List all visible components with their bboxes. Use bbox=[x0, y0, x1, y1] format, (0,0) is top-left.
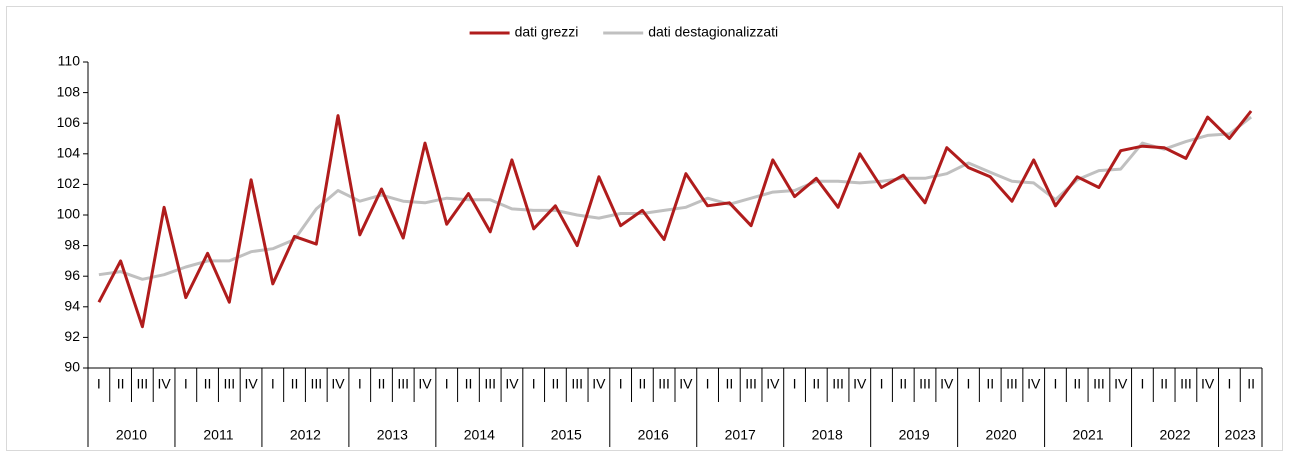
x-tick-label: I bbox=[706, 376, 710, 392]
year-label: 2018 bbox=[812, 427, 843, 443]
x-tick-label: I bbox=[1140, 376, 1144, 392]
x-tick-label: I bbox=[532, 376, 536, 392]
x-tick-label: II bbox=[378, 376, 386, 392]
y-tick-label: 94 bbox=[64, 298, 80, 314]
y-tick-label: 104 bbox=[57, 145, 81, 161]
x-tick-label: II bbox=[117, 376, 125, 392]
x-tick-label: I bbox=[184, 376, 188, 392]
x-tick-label: I bbox=[1227, 376, 1231, 392]
x-tick-label: II bbox=[1160, 376, 1168, 392]
series-line bbox=[97, 110, 1253, 329]
x-tick-label: III bbox=[571, 376, 583, 392]
x-tick-label: I bbox=[793, 376, 797, 392]
year-label: 2023 bbox=[1225, 427, 1256, 443]
year-label: 2021 bbox=[1072, 427, 1103, 443]
x-tick-label: IV bbox=[331, 376, 345, 392]
x-tick-label: II bbox=[291, 376, 299, 392]
x-tick-label: IV bbox=[1201, 376, 1215, 392]
x-tick-label: IV bbox=[418, 376, 432, 392]
y-tick-label: 106 bbox=[57, 114, 81, 130]
legend-label: dati grezzi bbox=[515, 24, 579, 40]
x-tick-label: III bbox=[223, 376, 235, 392]
y-tick-label: 90 bbox=[64, 359, 80, 375]
x-tick-label: II bbox=[899, 376, 907, 392]
x-tick-label: I bbox=[880, 376, 884, 392]
x-tick-label: IV bbox=[679, 376, 693, 392]
y-tick-label: 100 bbox=[57, 206, 81, 222]
x-tick-label: IV bbox=[766, 376, 780, 392]
x-tick-label: IV bbox=[853, 376, 867, 392]
x-tick-label: IV bbox=[592, 376, 606, 392]
x-tick-label: I bbox=[1054, 376, 1058, 392]
x-tick-label: III bbox=[1180, 376, 1192, 392]
year-label: 2011 bbox=[203, 427, 233, 443]
x-tick-label: I bbox=[619, 376, 623, 392]
x-tick-label: III bbox=[1093, 376, 1105, 392]
x-tick-label: I bbox=[271, 376, 275, 392]
y-tick-label: 96 bbox=[64, 267, 80, 283]
x-tick-label: II bbox=[465, 376, 473, 392]
x-tick-label: I bbox=[445, 376, 449, 392]
year-label: 2010 bbox=[116, 427, 147, 443]
x-tick-label: II bbox=[638, 376, 646, 392]
y-tick-label: 92 bbox=[64, 328, 80, 344]
x-tick-label: II bbox=[725, 376, 733, 392]
y-tick-label: 108 bbox=[57, 83, 81, 99]
x-tick-label: IV bbox=[505, 376, 519, 392]
x-tick-label: III bbox=[484, 376, 496, 392]
year-label: 2016 bbox=[638, 427, 669, 443]
x-tick-label: III bbox=[310, 376, 322, 392]
chart-border bbox=[6, 6, 1283, 451]
x-tick-label: IV bbox=[244, 376, 258, 392]
year-label: 2022 bbox=[1159, 427, 1190, 443]
x-tick-label: II bbox=[552, 376, 560, 392]
x-tick-label: I bbox=[97, 376, 101, 392]
year-label: 2017 bbox=[725, 427, 756, 443]
x-tick-label: II bbox=[812, 376, 820, 392]
x-tick-label: IV bbox=[1114, 376, 1128, 392]
x-tick-label: IV bbox=[157, 376, 171, 392]
y-tick-label: 102 bbox=[57, 175, 81, 191]
x-tick-label: III bbox=[832, 376, 844, 392]
year-label: 2014 bbox=[464, 427, 495, 443]
x-tick-label: I bbox=[358, 376, 362, 392]
x-tick-label: I bbox=[967, 376, 971, 392]
x-tick-label: III bbox=[658, 376, 670, 392]
x-tick-label: II bbox=[1073, 376, 1081, 392]
year-label: 2013 bbox=[377, 427, 408, 443]
x-tick-label: II bbox=[986, 376, 994, 392]
x-tick-label: IV bbox=[1027, 376, 1041, 392]
x-tick-label: III bbox=[745, 376, 757, 392]
x-tick-label: III bbox=[137, 376, 149, 392]
x-tick-label: III bbox=[397, 376, 409, 392]
year-label: 2020 bbox=[986, 427, 1017, 443]
x-tick-label: III bbox=[919, 376, 931, 392]
x-tick-label: II bbox=[1247, 376, 1255, 392]
year-label: 2015 bbox=[551, 427, 582, 443]
y-tick-label: 110 bbox=[58, 53, 81, 69]
x-tick-label: III bbox=[1006, 376, 1018, 392]
x-tick-label: IV bbox=[940, 376, 954, 392]
y-tick-label: 98 bbox=[64, 236, 80, 252]
year-label: 2019 bbox=[899, 427, 930, 443]
x-tick-label: II bbox=[204, 376, 212, 392]
year-label: 2012 bbox=[290, 427, 321, 443]
legend-label: dati destagionalizzati bbox=[648, 24, 778, 40]
